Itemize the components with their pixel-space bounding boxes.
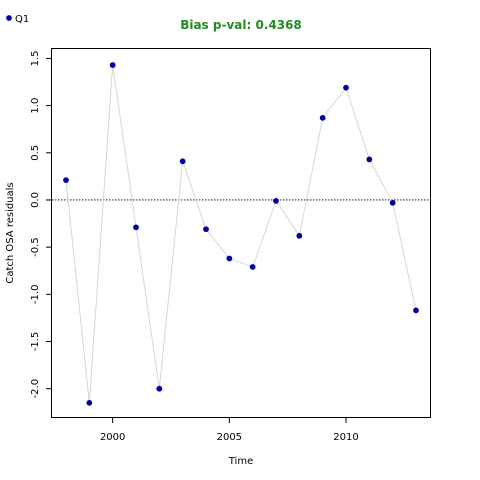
- data-point: [296, 232, 303, 239]
- data-point: [366, 156, 373, 163]
- data-point: [273, 198, 279, 204]
- y-tick-label: -0.5: [30, 237, 41, 257]
- data-point: [343, 84, 349, 91]
- legend: Q1: [6, 14, 29, 25]
- data-point: [86, 399, 93, 406]
- data-point: [179, 158, 186, 165]
- x-tick-label: 2000: [100, 432, 125, 443]
- legend-marker-q1: [6, 15, 12, 21]
- x-axis: 2000 2005 2010: [100, 417, 359, 443]
- y-tick-label: -1.5: [30, 332, 41, 352]
- data-point: [203, 226, 209, 233]
- data-point: [413, 307, 419, 314]
- data-point: [319, 114, 326, 121]
- y-tick-label: -2.0: [30, 379, 41, 399]
- x-tick-label: 2005: [217, 432, 242, 443]
- y-tick-label: 1.0: [30, 98, 41, 114]
- data-point: [226, 255, 233, 262]
- y-tick-label: 0.0: [30, 192, 41, 208]
- y-axis: -2.0 -1.5 -1.0 -0.5 0.0 0.5 1.0 1.5: [30, 50, 52, 398]
- data-point: [63, 177, 69, 184]
- plot-frame: [51, 48, 431, 418]
- y-axis-title: Catch OSA residuals: [5, 182, 16, 283]
- x-tick-label: 2010: [333, 432, 358, 443]
- data-point: [389, 199, 396, 206]
- y-tick-label: -1.0: [30, 285, 41, 305]
- x-axis-title: Time: [228, 456, 253, 467]
- y-tick-label: 1.5: [30, 50, 41, 66]
- data-point: [156, 385, 163, 392]
- series-q1: [63, 62, 419, 406]
- series-connector-line: [65, 64, 417, 403]
- chart-title: Bias p-val: 0.4368: [180, 18, 302, 32]
- y-tick-label: 0.5: [30, 145, 41, 161]
- data-point: [133, 224, 139, 231]
- legend-label-q1: Q1: [15, 14, 29, 25]
- data-point: [249, 264, 256, 270]
- data-point: [109, 62, 116, 68]
